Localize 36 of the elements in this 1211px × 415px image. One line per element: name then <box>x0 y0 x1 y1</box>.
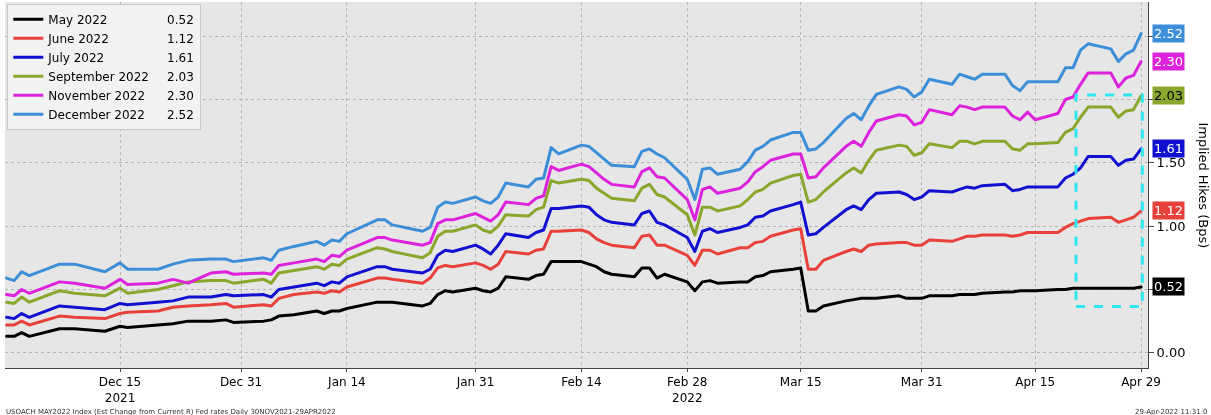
x-tick-label: Dec 15 2021 <box>98 375 142 405</box>
legend-label: June 2022 <box>47 32 109 47</box>
legend-label: July 2022 <box>47 51 105 66</box>
line-series <box>5 32 1143 283</box>
text: 0.52 <box>167 13 194 28</box>
data-label: 2.03 <box>1154 88 1183 103</box>
x-tick-label: Feb 14 <box>561 375 602 390</box>
x-tick-label: Apr 29 <box>1121 375 1161 390</box>
y-tick-label: 1.00 <box>1156 218 1186 234</box>
line-series <box>5 209 1143 327</box>
legend-label: May 2022 <box>48 13 108 28</box>
x-tick-label: Jan 14 <box>327 375 366 390</box>
x-tick-label: Feb 28 2022 <box>667 375 708 405</box>
text: 2.52 <box>167 108 194 123</box>
y-tick-label: 0.00 <box>1156 345 1186 361</box>
text: 2.30 <box>167 89 194 104</box>
line-series <box>5 260 1143 338</box>
legend-label: November 2022 <box>48 89 146 104</box>
line-series <box>5 147 1143 321</box>
text: 1.12 <box>167 32 194 47</box>
legend-label: September 2022 <box>48 70 149 85</box>
x-tick-label: Mar 31 <box>900 375 943 390</box>
data-label: 1.12 <box>1154 203 1183 218</box>
legend-label: December 2022 <box>48 108 145 123</box>
x-tick-label: Mar 15 <box>779 375 822 390</box>
x-tick-label: Jan 31 <box>455 375 495 390</box>
text: 2.03 <box>167 70 194 85</box>
data-label: 2.30 <box>1154 54 1183 69</box>
data-label: 1.61 <box>1154 141 1183 156</box>
data-label: 2.52 <box>1154 26 1183 41</box>
x-tick-label: Apr 15 <box>1015 375 1056 390</box>
y-axis-title: Implied Hikes (Bps) <box>1195 122 1211 249</box>
y-tick-label: 1.50 <box>1156 155 1186 171</box>
data-label: 0.52 <box>1154 279 1183 294</box>
text: 1.61 <box>167 51 194 66</box>
x-tick-label: Dec 31 <box>219 375 263 390</box>
